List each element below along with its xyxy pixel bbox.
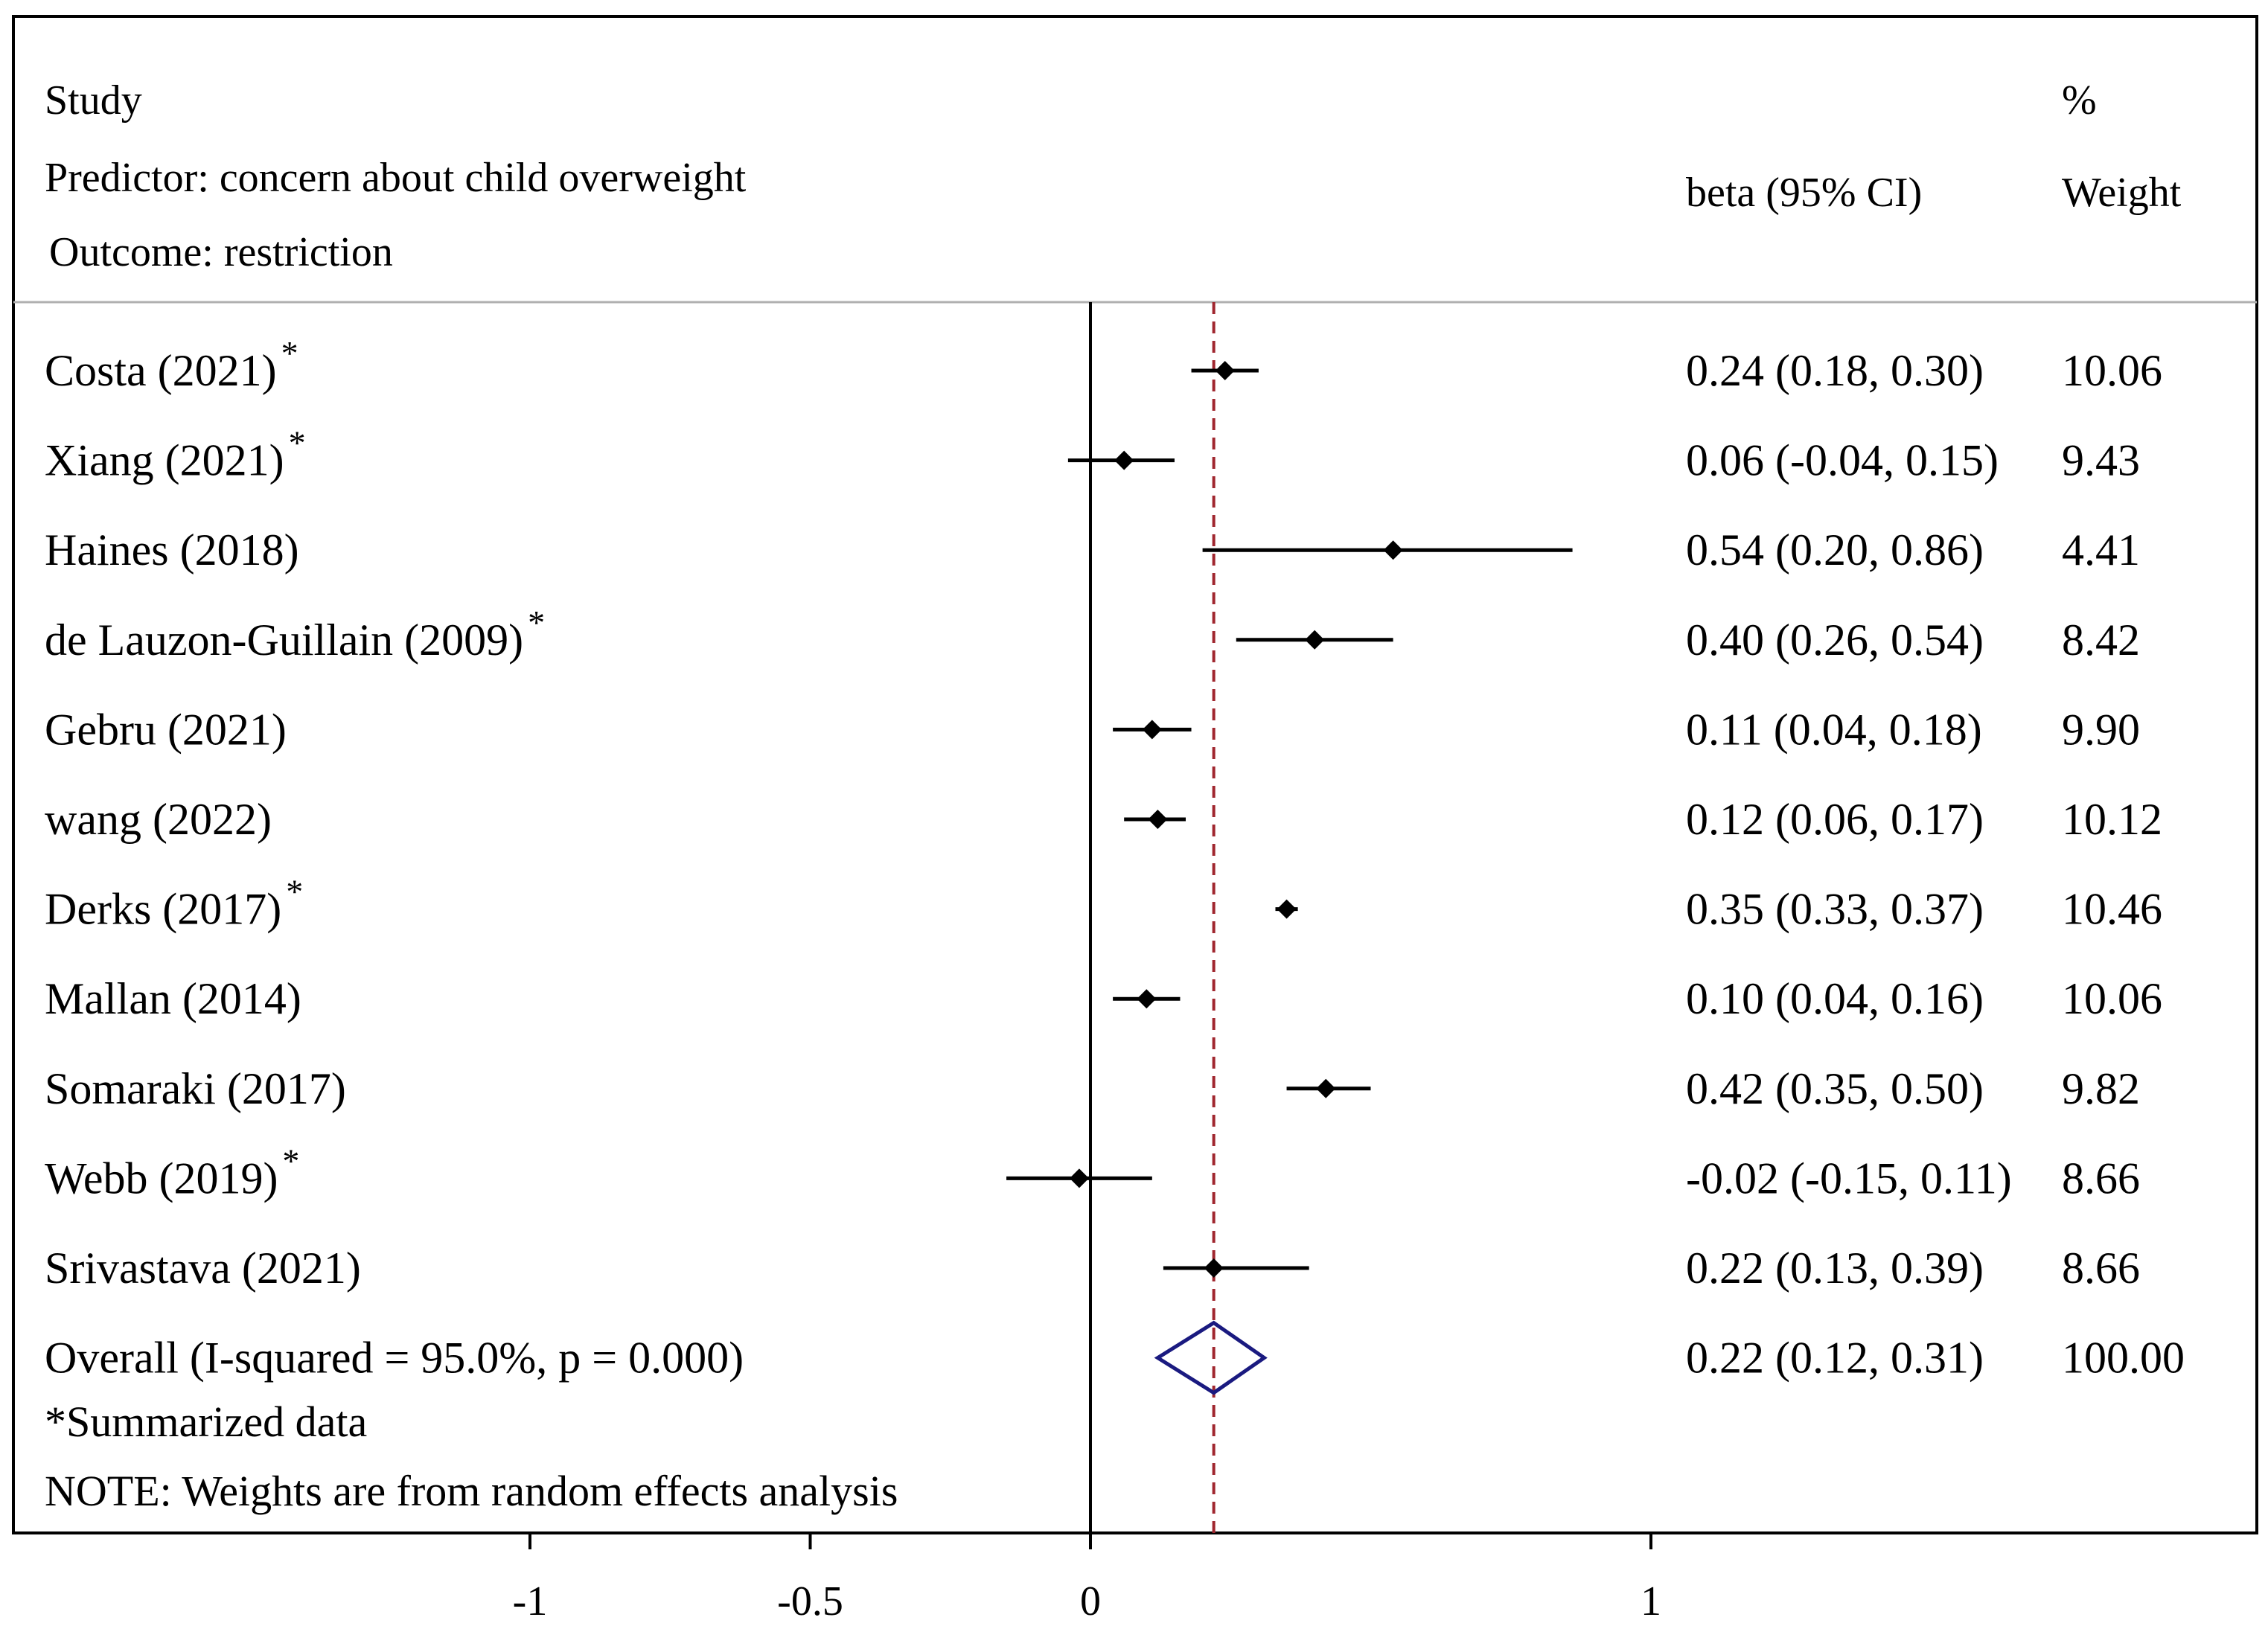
weight-text: 10.06	[2062, 346, 2162, 395]
study-row: Derks (2017) * 0.35 (0.33, 0.37) 10.46	[45, 873, 2162, 934]
effect-ci-text: 0.10 (0.04, 0.16)	[1686, 974, 1984, 1023]
weight-text: 10.46	[2062, 885, 2162, 934]
study-row: Srivastava (2021) 0.22 (0.13, 0.39) 8.66	[45, 1243, 2140, 1293]
summarized-marker: *	[281, 334, 298, 372]
point-estimate	[1204, 1258, 1224, 1278]
study-name: Derks (2017) *	[45, 873, 303, 934]
weight-header-percent: %	[2062, 77, 2097, 124]
study-row: de Lauzon-Guillain (2009) * 0.40 (0.26, 0.…	[45, 604, 2140, 665]
summarized-marker: *	[289, 424, 306, 462]
outcome-label: Outcome: restriction	[49, 229, 393, 275]
study-name: Haines (2018)	[45, 525, 299, 574]
point-estimate	[1305, 630, 1325, 650]
study-name: Costa (2021) *	[45, 334, 298, 395]
study-name: wang (2022)	[45, 795, 272, 844]
overall-diamond	[1154, 1320, 1268, 1395]
study-row: Webb (2019) * -0.02 (-0.15, 0.11) 8.66	[45, 1142, 2140, 1203]
effect-ci-text: 0.12 (0.06, 0.17)	[1686, 795, 1984, 844]
weight-text: 10.12	[2062, 795, 2162, 844]
reference-lines	[1089, 302, 1216, 1533]
study-rows: Costa (2021) * 0.24 (0.18, 0.30) 10.06 Xiang…	[45, 334, 2162, 1293]
study-name: Mallan (2014)	[45, 974, 301, 1023]
study-name: Xiang (2021) *	[45, 424, 306, 485]
effect-ci-text: 0.06 (-0.04, 0.15)	[1686, 436, 1999, 485]
point-estimate	[1142, 720, 1162, 740]
weight-header-label: Weight	[2062, 170, 2182, 216]
study-header: Study	[45, 77, 142, 124]
overall-weight-text: 100.00	[2062, 1334, 2185, 1383]
weight-text: 8.66	[2062, 1243, 2140, 1293]
x-tick-label: 0	[1080, 1578, 1101, 1625]
weight-text: 9.43	[2062, 436, 2140, 485]
point-estimate	[1114, 450, 1134, 470]
summarized-marker: *	[282, 1142, 299, 1180]
study-name: Srivastava (2021)	[45, 1243, 361, 1293]
study-name: Gebru (2021)	[45, 705, 287, 754]
point-estimate	[1148, 810, 1168, 829]
x-tick-label: 1	[1641, 1578, 1661, 1625]
effect-ci-text: 0.22 (0.13, 0.39)	[1686, 1243, 1984, 1293]
point-estimate	[1383, 540, 1403, 560]
overall-row: Overall (I-squared = 95.0%, p = 0.000) 0.…	[45, 1320, 2185, 1395]
point-estimate	[1215, 361, 1235, 380]
effect-ci-text: 0.54 (0.20, 0.86)	[1686, 525, 1984, 574]
study-name: Webb (2019) *	[45, 1142, 299, 1203]
effect-ci-text: 0.11 (0.04, 0.18)	[1686, 705, 1982, 754]
weight-text: 9.82	[2062, 1064, 2140, 1113]
study-row: Xiang (2021) * 0.06 (-0.04, 0.15) 9.43	[45, 424, 2140, 485]
overall-ci-text: 0.22 (0.12, 0.31)	[1686, 1334, 1984, 1383]
predictor-label: Predictor: concern about child overweigh…	[45, 155, 747, 201]
effect-ci-text: 0.40 (0.26, 0.54)	[1686, 615, 1984, 665]
weight-text: 9.90	[2062, 705, 2140, 754]
weight-text: 10.06	[2062, 974, 2162, 1023]
weight-text: 8.42	[2062, 615, 2140, 665]
effect-ci-text: 0.35 (0.33, 0.37)	[1686, 885, 1984, 934]
x-tick-label: -0.5	[777, 1578, 843, 1625]
footnote-summarized: *Summarized data	[45, 1398, 367, 1446]
footnote-weights: NOTE: Weights are from random effects an…	[45, 1467, 898, 1515]
weight-text: 8.66	[2062, 1153, 2140, 1203]
x-axis: -1 -0.5 0 1	[513, 1533, 1661, 1625]
plot-frame	[12, 15, 2258, 1534]
study-name: Somaraki (2017)	[45, 1064, 346, 1113]
point-estimate	[1069, 1168, 1089, 1188]
summarized-marker: *	[286, 873, 303, 911]
weight-text: 4.41	[2062, 525, 2140, 574]
point-estimate	[1277, 899, 1297, 919]
study-row: Costa (2021) * 0.24 (0.18, 0.30) 10.06	[45, 334, 2162, 395]
study-row: Haines (2018) 0.54 (0.20, 0.86) 4.41	[45, 525, 2140, 574]
study-row: wang (2022) 0.12 (0.06, 0.17) 10.12	[45, 795, 2162, 844]
study-row: Gebru (2021) 0.11 (0.04, 0.18) 9.90	[45, 705, 2140, 754]
overall-label: Overall (I-squared = 95.0%, p = 0.000)	[45, 1334, 744, 1383]
effect-ci-text: -0.02 (-0.15, 0.11)	[1686, 1153, 2012, 1203]
study-row: Somaraki (2017) 0.42 (0.35, 0.50) 9.82	[45, 1064, 2140, 1113]
point-estimate	[1316, 1078, 1336, 1098]
study-name: de Lauzon-Guillain (2009) *	[45, 604, 545, 665]
effect-ci-text: 0.24 (0.18, 0.30)	[1686, 346, 1984, 395]
study-row: Mallan (2014) 0.10 (0.04, 0.16) 10.06	[45, 974, 2162, 1023]
effect-ci-text: 0.42 (0.35, 0.50)	[1686, 1064, 1984, 1113]
x-tick-label: -1	[513, 1578, 548, 1625]
point-estimate	[1137, 989, 1157, 1009]
summarized-marker: *	[528, 604, 545, 641]
effect-header: beta (95% CI)	[1686, 170, 1922, 216]
